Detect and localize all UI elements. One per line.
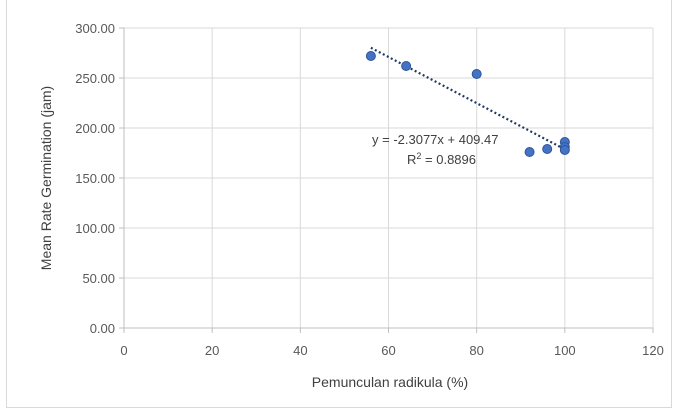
x-tick-label: 80 bbox=[469, 343, 483, 358]
data-points bbox=[365, 51, 570, 157]
x-tick-label: 100 bbox=[554, 343, 576, 358]
r-squared-superscript: 2 bbox=[416, 151, 421, 161]
y-tick-label: 300.00 bbox=[75, 21, 115, 36]
data-point bbox=[559, 145, 570, 155]
r-squared-symbol: R bbox=[407, 152, 416, 167]
x-tick-label: 0 bbox=[120, 343, 127, 358]
y-tick-labels: 0.00 50.00 100.00 150.00 200.00 250.00 300.00 bbox=[75, 21, 115, 336]
chart-frame bbox=[6, 0, 672, 408]
trendline-r-squared: R2 = 0.8896 bbox=[407, 151, 476, 167]
y-tick-label: 50.00 bbox=[82, 271, 115, 286]
data-point bbox=[471, 69, 482, 79]
y-axis-title: Mean Rate Germination (jam) bbox=[38, 86, 54, 270]
x-tick-label: 120 bbox=[642, 343, 664, 358]
y-tick-label: 200.00 bbox=[75, 121, 115, 136]
data-point bbox=[401, 61, 412, 71]
grid-lines bbox=[124, 27, 654, 328]
data-point bbox=[542, 144, 553, 154]
r-squared-value: = 0.8896 bbox=[421, 152, 476, 167]
y-tick-label: 0.00 bbox=[90, 321, 115, 336]
x-tick-labels: 0 20 40 60 80 100 120 bbox=[120, 343, 663, 358]
x-tick-label: 20 bbox=[205, 343, 219, 358]
x-tick-label: 60 bbox=[381, 343, 395, 358]
trendline-equation: y = -2.3077x + 409.47 bbox=[372, 132, 498, 147]
y-tick-label: 150.00 bbox=[75, 171, 115, 186]
data-point bbox=[524, 147, 535, 157]
axes bbox=[119, 27, 654, 333]
x-tick-label: 40 bbox=[293, 343, 307, 358]
data-point bbox=[365, 51, 376, 61]
x-axis-title: Pemunculan radikula (%) bbox=[312, 374, 468, 390]
y-tick-label: 250.00 bbox=[75, 71, 115, 86]
y-tick-label: 100.00 bbox=[75, 221, 115, 236]
